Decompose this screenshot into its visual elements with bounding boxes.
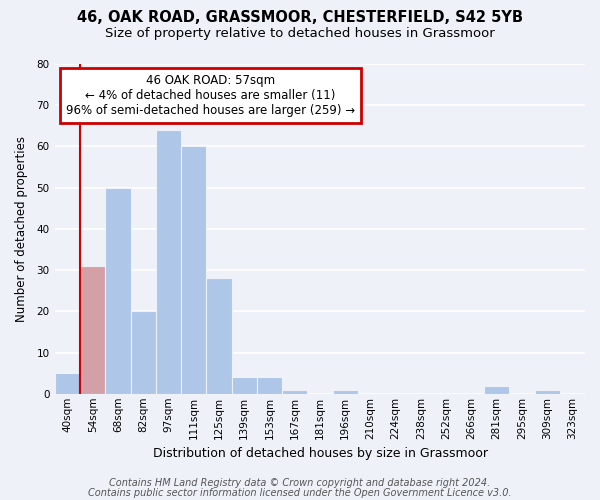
Text: Size of property relative to detached houses in Grassmoor: Size of property relative to detached ho…	[105, 28, 495, 40]
Text: 46, OAK ROAD, GRASSMOOR, CHESTERFIELD, S42 5YB: 46, OAK ROAD, GRASSMOOR, CHESTERFIELD, S…	[77, 10, 523, 25]
Bar	[55, 373, 80, 394]
Bar	[106, 188, 131, 394]
Text: Contains HM Land Registry data © Crown copyright and database right 2024.: Contains HM Land Registry data © Crown c…	[109, 478, 491, 488]
Bar	[80, 266, 106, 394]
Bar	[232, 378, 257, 394]
Bar	[156, 130, 181, 394]
Text: Contains public sector information licensed under the Open Government Licence v3: Contains public sector information licen…	[88, 488, 512, 498]
Bar	[535, 390, 560, 394]
Bar	[257, 378, 282, 394]
X-axis label: Distribution of detached houses by size in Grassmoor: Distribution of detached houses by size …	[152, 447, 488, 460]
Bar	[332, 390, 358, 394]
Bar	[206, 278, 232, 394]
Y-axis label: Number of detached properties: Number of detached properties	[15, 136, 28, 322]
Bar	[282, 390, 307, 394]
Text: 46 OAK ROAD: 57sqm
← 4% of detached houses are smaller (11)
96% of semi-detached: 46 OAK ROAD: 57sqm ← 4% of detached hous…	[65, 74, 355, 117]
Bar	[181, 146, 206, 394]
Bar	[131, 312, 156, 394]
Bar	[484, 386, 509, 394]
